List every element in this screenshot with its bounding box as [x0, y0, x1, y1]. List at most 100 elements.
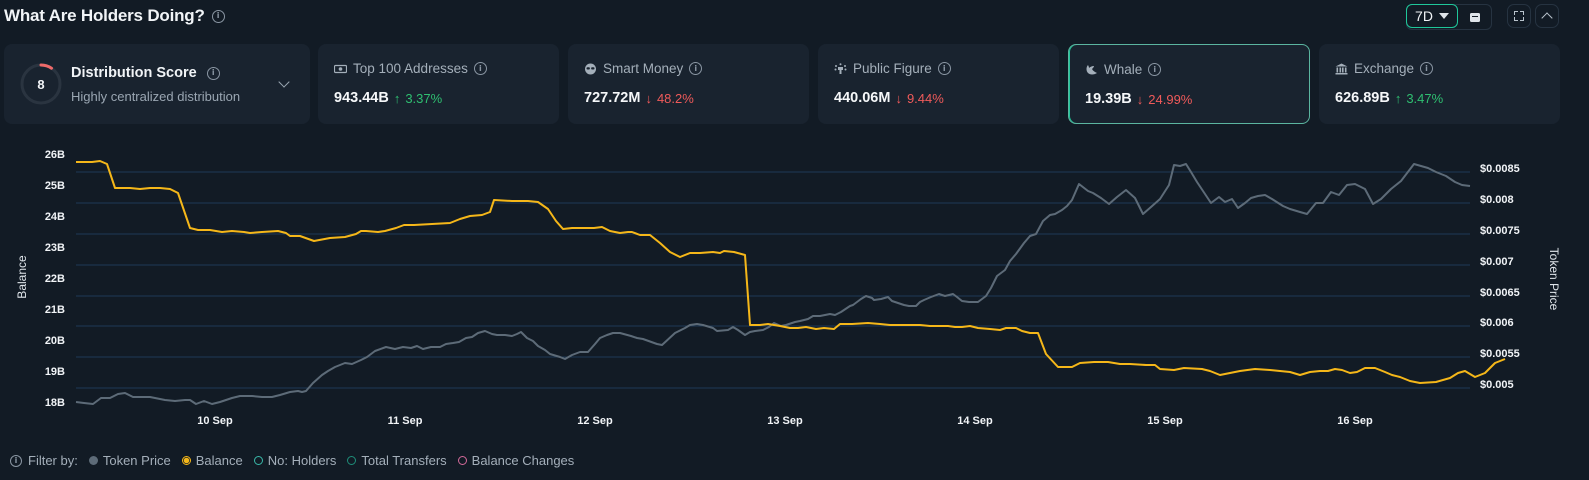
- arrow-up-icon: ↑: [393, 90, 401, 106]
- card-change: 3.37%: [405, 90, 443, 106]
- chevron-down-icon[interactable]: [278, 76, 290, 88]
- y-left-tick: 19B: [44, 366, 65, 378]
- section-header: What Are Holders Doing? i: [4, 6, 225, 26]
- card-public-figure[interactable]: Public Figure i 440.06M ↓ 9.44%: [818, 44, 1059, 124]
- info-icon[interactable]: i: [1420, 62, 1434, 75]
- y-left-tick: 18B: [44, 397, 65, 409]
- fullscreen-button[interactable]: [1507, 4, 1531, 28]
- score-ring-icon: [20, 63, 62, 105]
- y-right-tick: $0.007: [1480, 256, 1514, 268]
- time-range-dropdown[interactable]: 7D: [1406, 4, 1458, 28]
- y-right-tick: $0.006: [1480, 317, 1514, 329]
- x-tick: 15 Sep: [1147, 415, 1183, 427]
- time-range-value: 7D: [1415, 8, 1433, 24]
- card-change: 48.2%: [656, 90, 694, 106]
- y-left-tick: 25B: [44, 180, 65, 192]
- calendar-icon: [1469, 12, 1480, 22]
- y-left-tick: 24B: [44, 211, 65, 223]
- calendar-button[interactable]: [1458, 5, 1491, 29]
- card-label: Top 100 Addresses i: [334, 61, 487, 76]
- card-label: Exchange i: [1335, 61, 1434, 76]
- x-tick: 14 Sep: [957, 415, 993, 427]
- info-icon[interactable]: i: [10, 454, 22, 467]
- holder-cards: 8 Distribution Score i Highly centralize…: [4, 44, 1589, 124]
- card-value: 727.72M: [584, 90, 641, 106]
- radio-empty-icon: [457, 456, 467, 465]
- info-icon[interactable]: i: [689, 62, 703, 75]
- card-top-100-addresses[interactable]: Top 100 Addresses i 943.44B ↑ 3.37%: [318, 44, 559, 124]
- gridlines: [76, 171, 1470, 389]
- collapse-button[interactable]: [1535, 4, 1559, 28]
- card-label-text: Whale: [1104, 62, 1143, 77]
- x-tick: 11 Sep: [387, 415, 423, 427]
- chart-filter-legend: i Filter by: Token Price Balance No: Hol…: [10, 453, 574, 468]
- info-icon[interactable]: i: [473, 62, 487, 75]
- card-change: 24.99%: [1148, 91, 1193, 107]
- card-value-row: 727.72M ↓ 48.2%: [584, 90, 694, 106]
- card-label-text: Exchange: [1354, 61, 1415, 76]
- card-label-text: Public Figure: [853, 61, 932, 76]
- caret-down-icon: [1438, 13, 1449, 19]
- distribution-score-card[interactable]: 8 Distribution Score i Highly centralize…: [4, 44, 310, 124]
- filter-label-text: No: Holders: [267, 453, 337, 468]
- filter-token-price[interactable]: Token Price: [88, 453, 171, 468]
- y-right-axis-title: Token Price: [1547, 247, 1561, 311]
- public-figure-icon: [834, 62, 847, 74]
- score-value: 8: [37, 76, 45, 92]
- chart-plot-area: [75, 160, 1506, 405]
- card-value-row: 626.89B ↑ 3.47%: [1335, 90, 1443, 106]
- filter-label-text: Balance: [195, 453, 243, 468]
- fullscreen-icon: [1514, 11, 1524, 21]
- y-left-tick: 26B: [44, 149, 65, 161]
- filter-no-holders[interactable]: No: Holders: [253, 453, 337, 468]
- arrow-down-icon: ↓: [895, 90, 902, 106]
- radio-empty-icon: [253, 456, 263, 465]
- bank-icon: [1335, 63, 1348, 74]
- filter-balance[interactable]: Balance: [181, 453, 243, 468]
- card-whale[interactable]: Whale i 19.39B ↓ 24.99%: [1068, 44, 1310, 124]
- card-label-text: Smart Money: [603, 61, 684, 76]
- card-value-row: 440.06M ↓ 9.44%: [834, 90, 944, 106]
- distribution-title-text: Distribution Score: [71, 65, 197, 81]
- card-value: 19.39B: [1085, 91, 1132, 107]
- card-label-text: Top 100 Addresses: [353, 61, 468, 76]
- y-left-tick: 21B: [44, 304, 65, 316]
- y-left-tick: 22B: [44, 273, 65, 285]
- y-left-tick: 23B: [44, 242, 65, 254]
- y-right-tick: $0.0075: [1480, 225, 1520, 237]
- info-icon[interactable]: i: [211, 9, 225, 23]
- distribution-title: Distribution Score i: [71, 65, 220, 81]
- info-icon[interactable]: i: [1148, 63, 1162, 76]
- card-value: 440.06M: [834, 90, 891, 106]
- balance-line: [76, 160, 1506, 384]
- info-icon[interactable]: i: [937, 62, 951, 75]
- card-label: Whale i: [1085, 62, 1162, 77]
- money-icon: [334, 64, 347, 73]
- y-right-tick: $0.008: [1480, 194, 1514, 206]
- filter-label: Filter by:: [28, 453, 78, 468]
- card-value: 943.44B: [334, 90, 389, 106]
- page-title: What Are Holders Doing?: [4, 6, 205, 25]
- x-tick: 13 Sep: [767, 415, 803, 427]
- card-label: Public Figure i: [834, 61, 951, 76]
- filter-total-transfers[interactable]: Total Transfers: [347, 453, 447, 468]
- sunglasses-icon: [585, 63, 596, 74]
- card-change: 9.44%: [906, 90, 944, 106]
- filter-balance-changes[interactable]: Balance Changes: [457, 453, 575, 468]
- x-tick: 16 Sep: [1337, 415, 1373, 427]
- card-exchange[interactable]: Exchange i 626.89B ↑ 3.47%: [1319, 44, 1560, 124]
- whale-icon: [1086, 64, 1097, 74]
- y-left-axis-title: Balance: [15, 255, 29, 299]
- arrow-down-icon: ↓: [1136, 91, 1144, 107]
- info-icon[interactable]: i: [206, 66, 220, 80]
- y-left-tick: 20B: [44, 335, 65, 347]
- filter-label-text: Total Transfers: [361, 453, 447, 468]
- y-right-tick: $0.0055: [1480, 348, 1520, 360]
- card-change: 3.47%: [1406, 90, 1444, 106]
- radio-empty-icon: [347, 456, 357, 465]
- card-smart-money[interactable]: Smart Money i 727.72M ↓ 48.2%: [568, 44, 809, 124]
- card-value-row: 19.39B ↓ 24.99%: [1085, 91, 1192, 107]
- holders-chart[interactable]: 26B 25B 24B 23B 22B 21B 20B 19B 18B Bala…: [0, 140, 1589, 440]
- filter-label-text: Balance Changes: [471, 453, 575, 468]
- range-selector-group: 7D: [1406, 4, 1492, 30]
